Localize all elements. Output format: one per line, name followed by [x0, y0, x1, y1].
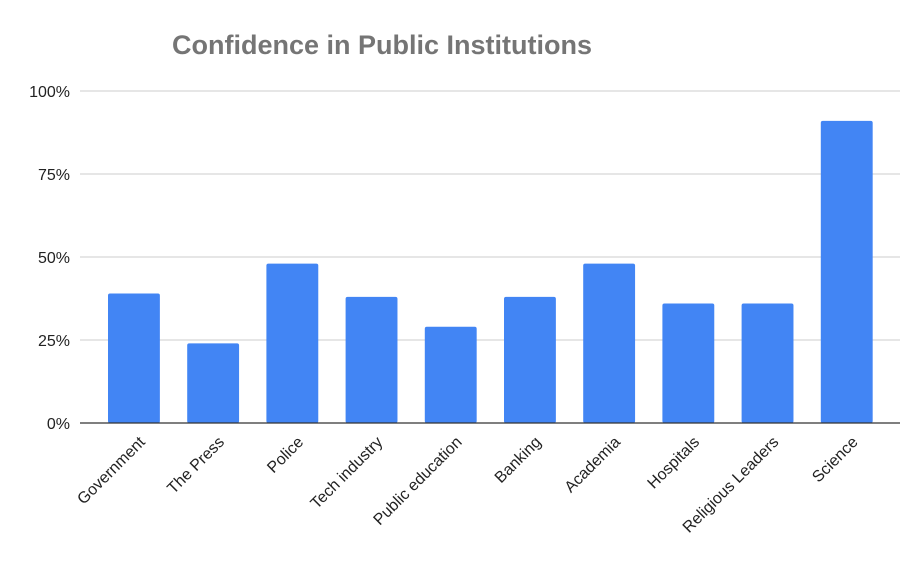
x-tick-label: Public education: [371, 434, 466, 529]
y-tick-label: 50%: [38, 250, 70, 267]
bar: [266, 263, 319, 423]
bar: [108, 293, 160, 423]
y-tick-label: 75%: [38, 167, 70, 184]
y-tick-label: 100%: [29, 84, 70, 101]
y-axis-tick-labels: 0% 25% 50% 75% 100%: [29, 84, 70, 433]
chart-title: Confidence in Public Institutions: [172, 30, 592, 60]
x-tick-label: Banking: [492, 434, 545, 487]
bar: [187, 343, 240, 423]
x-tick-label: The Press: [164, 434, 228, 498]
x-tick-label: Police: [264, 434, 307, 477]
x-tick-label: Tech industry: [308, 434, 387, 513]
x-tick-label: Academia: [562, 434, 624, 496]
y-tick-label: 25%: [38, 333, 70, 350]
bar: [820, 120, 873, 423]
x-tick-label: Government: [74, 433, 149, 508]
x-tick-label: Hospitals: [645, 434, 704, 493]
bar: [345, 296, 398, 423]
bar: [741, 303, 794, 423]
x-axis-tick-labels: Government The Press Police Tech industryPu…: [74, 433, 861, 536]
gridlines: [80, 90, 900, 341]
x-tick-label: Science: [809, 434, 861, 486]
y-tick-label: 0%: [47, 416, 70, 433]
bars: [108, 120, 873, 423]
bar: [583, 263, 636, 423]
bar: [424, 326, 477, 423]
bar: [662, 303, 715, 423]
bar: [504, 296, 556, 423]
